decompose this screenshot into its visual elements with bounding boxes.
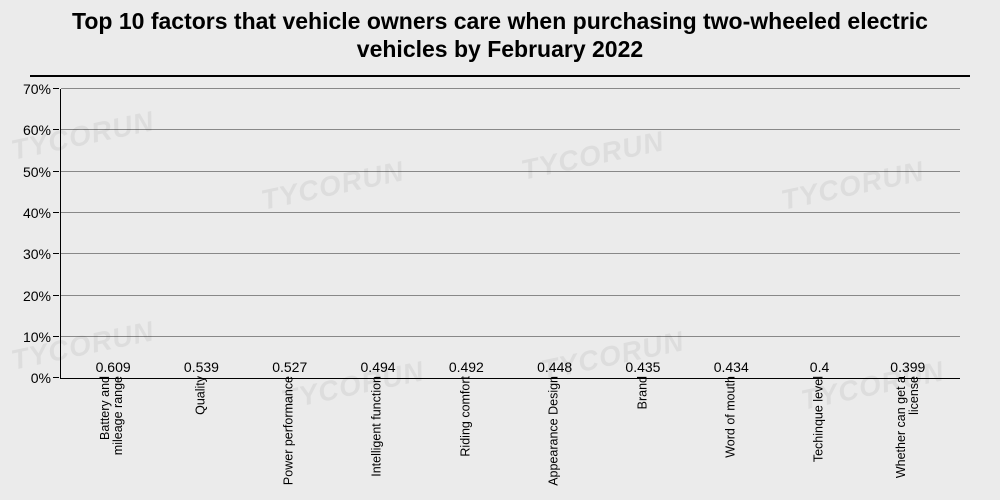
bar-value-label: 0.434 — [714, 359, 749, 375]
x-label-slot: Battery and mileage range — [68, 376, 156, 486]
x-axis-category-label: Appearance Design — [548, 376, 561, 486]
x-axis-category-label: Whether can get a license — [895, 376, 921, 486]
x-axis-category-label: Techinque level — [813, 376, 826, 462]
x-label-slot: Appearance Design — [510, 376, 598, 486]
chart-title: Top 10 factors that vehicle owners care … — [40, 8, 960, 63]
y-axis-label: 20% — [23, 288, 61, 304]
x-label-slot: Techinque level — [775, 376, 863, 486]
x-axis-category-label: Intelligent function — [371, 376, 384, 486]
x-label-slot: Whether can get a license — [864, 376, 952, 486]
x-axis-category-label: Brand — [636, 376, 649, 409]
y-axis-label: 50% — [23, 164, 61, 180]
x-axis-category-label: Power performance — [282, 376, 295, 485]
gridline — [61, 129, 960, 130]
y-axis-label: 60% — [23, 122, 61, 138]
bar-value-label: 0.494 — [361, 359, 396, 375]
gridline — [61, 336, 960, 337]
x-label-slot: Power performance — [245, 376, 333, 486]
bar-value-label: 0.539 — [184, 359, 219, 375]
gridline — [61, 171, 960, 172]
bar-value-label: 0.448 — [537, 359, 572, 375]
bars-container: 0.609 0.539 0.527 0.494 0.492 0.448 0.435 0.434… — [61, 89, 960, 378]
x-label-slot: Word of mouth — [687, 376, 775, 486]
gridline — [61, 295, 960, 296]
bar-value-label: 0.527 — [272, 359, 307, 375]
y-axis-label: 70% — [23, 81, 61, 97]
x-label-slot: Riding comfort — [422, 376, 510, 486]
bar-value-label: 0.492 — [449, 359, 484, 375]
y-axis-label: 40% — [23, 205, 61, 221]
bar-value-label: 0.435 — [625, 359, 660, 375]
x-label-slot: Intelligent function — [333, 376, 421, 486]
gridline — [61, 212, 960, 213]
gridline — [61, 88, 960, 89]
x-label-slot: Brand — [598, 376, 686, 486]
x-axis-category-label: Word of mouth — [724, 376, 737, 458]
bar-value-label: 0.4 — [810, 359, 829, 375]
bar-value-label: 0.609 — [96, 359, 131, 375]
x-axis-labels: Battery and mileage range Quality Power pe… — [60, 376, 960, 486]
x-axis-category-label: Riding comfort — [459, 376, 472, 457]
gridline — [61, 253, 960, 254]
x-axis-category-label: Battery and mileage range — [99, 376, 125, 486]
y-axis-label: 10% — [23, 329, 61, 345]
y-axis-label: 30% — [23, 246, 61, 262]
chart-title-wrap: Top 10 factors that vehicle owners care … — [0, 0, 1000, 69]
title-divider — [30, 75, 970, 77]
chart-plot-area: 0.609 0.539 0.527 0.494 0.492 0.448 0.435 0.434… — [60, 89, 960, 379]
y-axis-label: 0% — [31, 370, 61, 386]
x-label-slot: Quality — [156, 376, 244, 486]
x-axis-category-label: Quality — [194, 376, 207, 415]
bar-value-label: 0.399 — [890, 359, 925, 375]
